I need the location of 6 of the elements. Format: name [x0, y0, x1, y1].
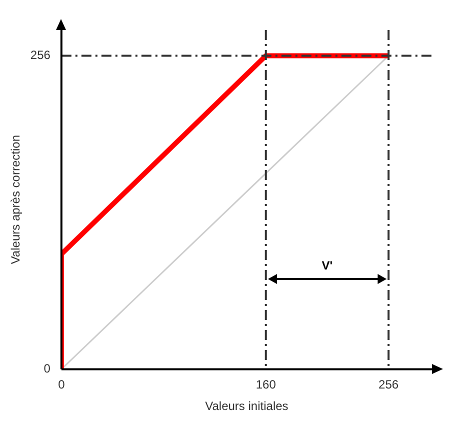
y-axis-title: Valeurs après correction: [8, 135, 23, 264]
x-tick-label: 160: [256, 378, 276, 392]
x-tick-label: 256: [378, 378, 399, 392]
x-axis-title: Valeurs initiales: [205, 399, 288, 414]
annotation: V': [322, 258, 333, 272]
x-tick-label: 0: [58, 378, 66, 392]
